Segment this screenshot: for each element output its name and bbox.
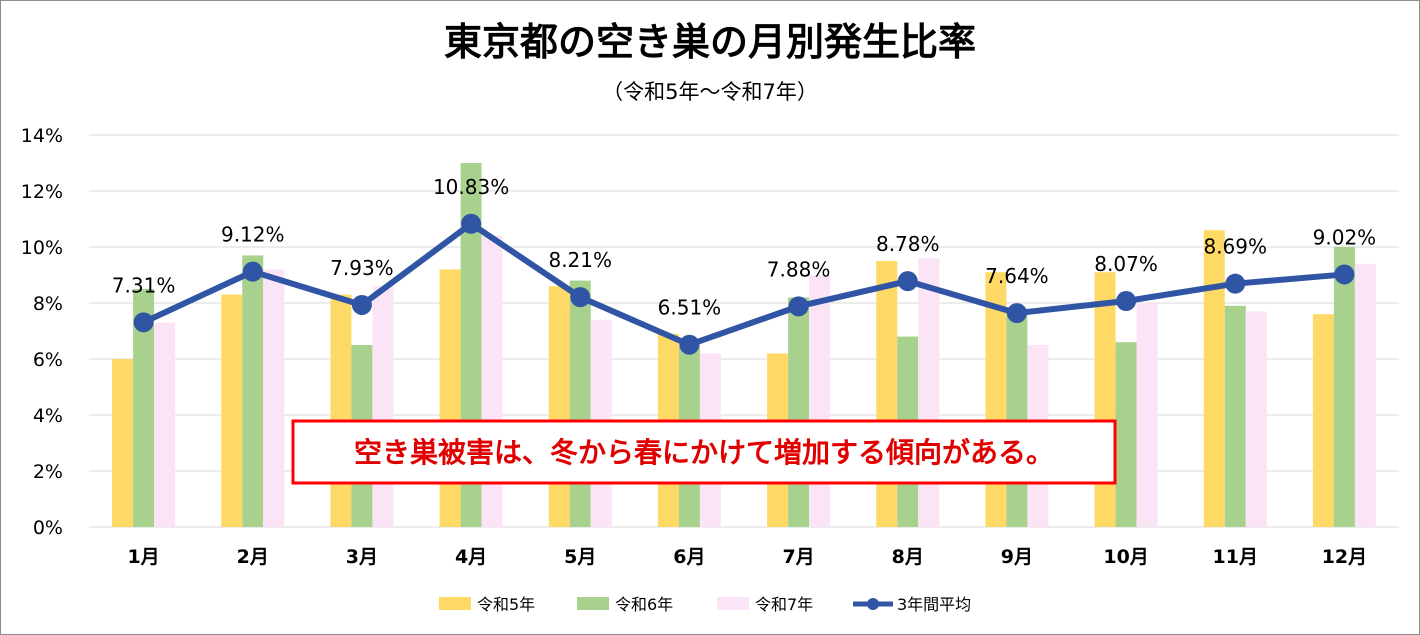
data-label: 7.64% xyxy=(985,264,1049,288)
bar-令和5年-2月 xyxy=(221,294,243,527)
average-point xyxy=(1225,273,1246,294)
data-label: 6.51% xyxy=(658,296,722,320)
bar-令和6年-5月 xyxy=(569,280,591,527)
average-point xyxy=(1116,291,1137,312)
bar-令和5年-12月 xyxy=(1312,314,1334,527)
y-tick-label: 6% xyxy=(33,349,63,371)
bar-令和7年-2月 xyxy=(263,269,285,527)
legend-label: 3年間平均 xyxy=(897,595,971,614)
y-tick-label: 10% xyxy=(21,237,63,259)
average-point xyxy=(570,287,591,308)
y-tick-label: 2% xyxy=(33,461,63,483)
bar-令和5年-3月 xyxy=(330,294,352,527)
bar-令和6年-11月 xyxy=(1224,305,1246,527)
data-label: 8.69% xyxy=(1203,235,1267,259)
legend-marker xyxy=(867,598,879,610)
average-point xyxy=(1006,303,1027,324)
y-tick-label: 14% xyxy=(21,125,63,147)
y-tick-label: 8% xyxy=(33,293,63,315)
bar-令和6年-10月 xyxy=(1115,342,1137,527)
bar-令和5年-1月 xyxy=(112,359,134,527)
legend-swatch xyxy=(577,597,609,610)
y-tick-label: 4% xyxy=(33,405,63,427)
bar-令和5年-8月 xyxy=(876,261,898,527)
data-label: 7.31% xyxy=(112,273,176,297)
bar-令和6年-1月 xyxy=(133,289,155,527)
data-label: 9.02% xyxy=(1313,225,1377,249)
bar-令和7年-1月 xyxy=(154,322,176,527)
bar-令和6年-12月 xyxy=(1333,247,1355,527)
legend-label: 令和7年 xyxy=(755,595,813,614)
x-tick-label: 5月 xyxy=(564,546,596,568)
x-tick-label: 10月 xyxy=(1103,546,1148,568)
legend-swatch xyxy=(717,597,749,610)
y-tick-label: 12% xyxy=(21,181,63,203)
bar-令和7年-7月 xyxy=(809,275,831,527)
label-layer: 7.31% 9.12% 7.93% 10.83% 8.21% 6.51% 7.88% 8.78… xyxy=(112,175,1376,320)
bar-令和7年-11月 xyxy=(1245,311,1267,527)
data-label: 8.07% xyxy=(1094,252,1158,276)
data-label: 8.78% xyxy=(876,232,940,256)
bar-令和5年-5月 xyxy=(548,286,570,527)
x-tick-label: 4月 xyxy=(455,546,487,568)
bar-令和6年-7月 xyxy=(788,297,810,527)
bar-令和7年-10月 xyxy=(1136,303,1158,527)
average-point xyxy=(1334,264,1355,285)
average-point xyxy=(788,296,809,317)
average-point xyxy=(133,312,154,333)
data-label: 7.93% xyxy=(330,256,394,280)
average-line xyxy=(142,220,1345,348)
x-tick-label: 9月 xyxy=(1001,546,1033,568)
average-point xyxy=(242,261,263,282)
legend-label: 令和5年 xyxy=(477,595,535,614)
bar-令和5年-4月 xyxy=(439,269,461,527)
legend-label: 令和6年 xyxy=(615,595,673,614)
data-label: 8.21% xyxy=(548,248,612,272)
annotation-box: 空き巣被害は、冬から春にかけて増加する傾向がある。 xyxy=(291,419,1117,485)
grid-layer: 0% 2% 4% 6% 8% 10% 12% 14% 1月 2月 3月 4月 5月 6月 7月 8月 9月 10月… xyxy=(21,125,1399,568)
bar-令和5年-11月 xyxy=(1203,230,1225,527)
annotation-text: 空き巣被害は、冬から春にかけて増加する傾向がある。 xyxy=(354,436,1054,469)
x-tick-label: 2月 xyxy=(237,546,269,568)
x-tick-label: 1月 xyxy=(127,546,159,568)
data-label: 7.88% xyxy=(767,257,831,281)
bar-令和7年-12月 xyxy=(1354,263,1376,527)
x-tick-label: 11月 xyxy=(1213,546,1258,568)
bar-令和5年-10月 xyxy=(1094,272,1116,527)
bar-令和6年-9月 xyxy=(1006,308,1028,527)
average-point xyxy=(897,271,918,292)
y-tick-label: 0% xyxy=(33,517,63,539)
bar-令和7年-8月 xyxy=(918,258,940,527)
data-label: 10.83% xyxy=(433,175,509,199)
legend: 令和5年 令和6年 令和7年 3年間平均 xyxy=(439,595,971,614)
legend-swatch xyxy=(439,597,471,610)
line-layer xyxy=(133,213,1355,355)
average-point xyxy=(461,213,482,234)
chart-subtitle: （令和5年～令和7年） xyxy=(602,80,818,104)
x-tick-label: 7月 xyxy=(782,546,814,568)
bar-令和6年-2月 xyxy=(242,255,264,527)
average-point xyxy=(351,294,372,315)
x-tick-label: 8月 xyxy=(892,546,924,568)
chart-title: 東京都の空き巣の月別発生比率 xyxy=(444,20,976,64)
annotation-border xyxy=(291,419,1117,485)
data-label: 9.12% xyxy=(221,223,285,247)
bar-令和7年-3月 xyxy=(372,286,394,527)
average-point xyxy=(679,334,700,355)
x-tick-label: 3月 xyxy=(346,546,378,568)
x-tick-label: 6月 xyxy=(673,546,705,568)
x-tick-label: 12月 xyxy=(1322,546,1367,568)
